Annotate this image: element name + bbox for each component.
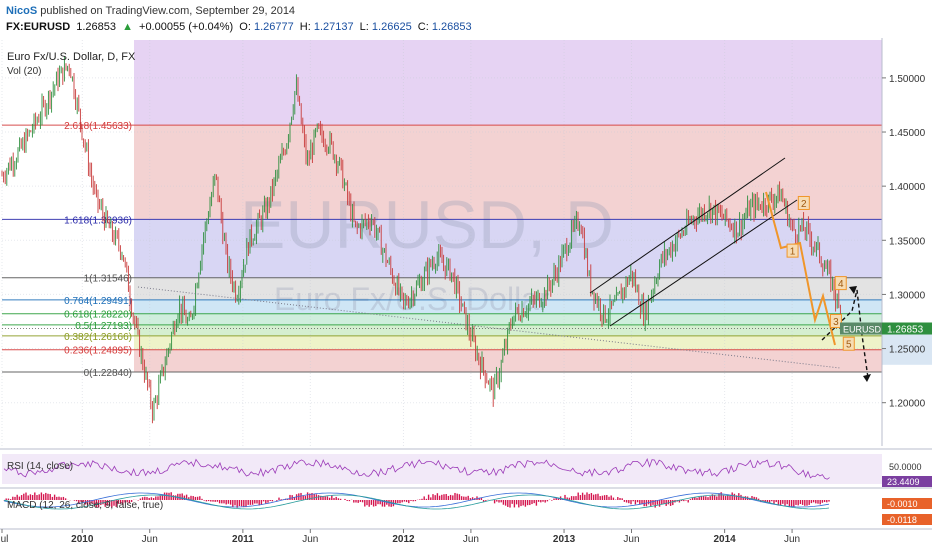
elliott-label: 2 bbox=[801, 199, 807, 210]
fib-label: 0.5(1.27193) bbox=[75, 321, 132, 332]
price-axis-background bbox=[882, 38, 932, 446]
current-symbol-label: EURUSD bbox=[843, 324, 882, 334]
channel-upper-line bbox=[589, 157, 786, 294]
elliott-label-box bbox=[797, 195, 810, 210]
price-chart[interactable]: EURUSD, D Euro Fx/U.S. Dollar 2.618(1.45… bbox=[0, 38, 932, 550]
low-label: L: bbox=[359, 21, 369, 33]
elliott-label: 1 bbox=[790, 247, 796, 258]
rsi-level-label: 50.0000 bbox=[889, 462, 922, 472]
time-tick-label: 2011 bbox=[232, 534, 254, 545]
time-tick-label: 2013 bbox=[553, 534, 576, 545]
macd-line bbox=[3, 492, 830, 508]
fib-label: 2.618(1.45633) bbox=[64, 121, 132, 132]
last-price: 1.26853 bbox=[76, 21, 116, 33]
volume-label: Vol (20) bbox=[7, 66, 42, 77]
time-tick-label: Jun bbox=[142, 534, 158, 545]
fib-label: 1.618(1.36936) bbox=[64, 215, 132, 226]
elliott-label-box bbox=[829, 313, 842, 328]
high-label: H: bbox=[299, 21, 311, 33]
time-axis: Jul 2010 Jun 2011 Jun 2012 Jun 2013 Jun 2014 Jun bbox=[0, 528, 932, 545]
long-trend-line bbox=[137, 286, 841, 369]
price-tick-label: 1.25000 bbox=[889, 345, 926, 356]
macd-value-box-2 bbox=[882, 514, 932, 525]
fib-label: 0(1.22840) bbox=[84, 368, 132, 379]
symbol-label[interactable]: FX:EURUSD bbox=[6, 21, 71, 33]
author-name[interactable]: NicoS bbox=[6, 5, 38, 17]
elliott-label-box bbox=[786, 243, 799, 258]
rsi-value-box bbox=[882, 476, 932, 487]
projection-arrow-down bbox=[863, 374, 871, 382]
macd-value-1: -0.0010 bbox=[887, 499, 918, 509]
price-tick-label: 1.40000 bbox=[889, 182, 926, 193]
rsi-line bbox=[3, 458, 830, 480]
fib-band-0 bbox=[134, 40, 882, 126]
chart-title: Euro Fx/U.S. Dollar, D, FX bbox=[7, 51, 136, 63]
open-value: 1.26777 bbox=[253, 21, 294, 33]
chart-header: NicoS published on TradingView.com, Sept… bbox=[0, 0, 932, 38]
ohlc-line: FX:EURUSD 1.26853 ▲ +0.00055 (+0.04%) O:… bbox=[6, 21, 475, 33]
macd-label: MACD (12, 26, close, 9, false, true) bbox=[7, 500, 163, 511]
price-tick-label: 1.20000 bbox=[889, 399, 926, 410]
close-value: 1.26853 bbox=[431, 21, 472, 33]
change-up-icon: ▲ bbox=[122, 21, 133, 33]
open-label: O: bbox=[239, 21, 251, 33]
high-value: 1.27137 bbox=[313, 21, 354, 33]
fib-lines: 2.618(1.45633) 1.618(1.36936) 1(1.31546) 0.… bbox=[2, 121, 882, 379]
elliott-label-box bbox=[842, 336, 855, 351]
elliott-label: 3 bbox=[833, 317, 839, 328]
rsi-pane: RSI (14, close) 50.0000 23.4409 bbox=[0, 448, 932, 487]
macd-value-box-1 bbox=[882, 498, 932, 509]
price-axis: 1.50000 1.45000 1.40000 1.35000 1.30000 1.250… bbox=[2, 38, 932, 446]
candles bbox=[1, 56, 843, 424]
channel-lower-line bbox=[609, 199, 798, 327]
time-tick-label: Jun bbox=[784, 534, 800, 545]
fib-bands bbox=[2, 38, 882, 446]
fib-label: 1(1.31546) bbox=[84, 274, 132, 285]
current-price-box bbox=[882, 322, 932, 335]
projection-arrow-up bbox=[849, 286, 857, 294]
projection-path bbox=[821, 289, 869, 379]
price-tick-label: 1.45000 bbox=[889, 128, 926, 139]
fib-label: 0.236(1.24895) bbox=[64, 346, 132, 357]
time-tick-label: Jul bbox=[0, 534, 8, 545]
current-symbol-box bbox=[840, 322, 882, 335]
fib-label: 0.618(1.28220) bbox=[64, 310, 132, 321]
macd-value-2: -0.0118 bbox=[887, 515, 917, 525]
close-label: C: bbox=[417, 21, 429, 33]
price-tick-label: 1.30000 bbox=[889, 290, 926, 301]
time-tick-label: 2012 bbox=[392, 534, 415, 545]
watermark-symbol: EURUSD, D bbox=[240, 187, 614, 263]
publish-info: published on TradingView.com, September … bbox=[40, 5, 296, 17]
rsi-label: RSI (14, close) bbox=[7, 461, 73, 472]
rsi-value-label: 23.4409 bbox=[887, 477, 920, 487]
current-price-label: 1.26853 bbox=[887, 324, 924, 335]
time-tick-label: 2014 bbox=[714, 534, 737, 545]
fib-band-4 bbox=[134, 299, 882, 314]
macd-pane: MACD (12, 26, close, 9, false, true) -0.0… bbox=[0, 487, 932, 525]
fib-band-3 bbox=[134, 277, 882, 300]
trend-drawings bbox=[137, 157, 871, 382]
fib-label: 0.764(1.29491) bbox=[64, 296, 132, 307]
price-tick-label: 1.50000 bbox=[889, 74, 926, 85]
elliott-wave-path bbox=[765, 191, 836, 346]
time-tick-label: Jun bbox=[463, 534, 479, 545]
fib-band-5 bbox=[134, 313, 882, 325]
macd-signal-line bbox=[3, 494, 830, 510]
price-tick-label: 1.35000 bbox=[889, 236, 926, 247]
elliott-waves: 1 2 3 4 5 bbox=[765, 191, 855, 351]
fib-band-2 bbox=[134, 219, 882, 278]
publish-line: NicoS published on TradingView.com, Sept… bbox=[6, 5, 295, 17]
time-tick-label: Jun bbox=[302, 534, 318, 545]
fib-band-8 bbox=[134, 349, 882, 372]
fib-label: 0.382(1.26166) bbox=[64, 332, 132, 343]
time-tick-label: 2010 bbox=[71, 534, 94, 545]
elliott-label: 5 bbox=[846, 340, 852, 351]
elliott-label-box bbox=[834, 276, 847, 291]
low-value: 1.26625 bbox=[371, 21, 412, 33]
rsi-band bbox=[2, 454, 882, 484]
time-tick-label: Jun bbox=[623, 534, 639, 545]
price-change: +0.00055 (+0.04%) bbox=[139, 21, 234, 33]
elliott-label: 4 bbox=[838, 279, 844, 290]
